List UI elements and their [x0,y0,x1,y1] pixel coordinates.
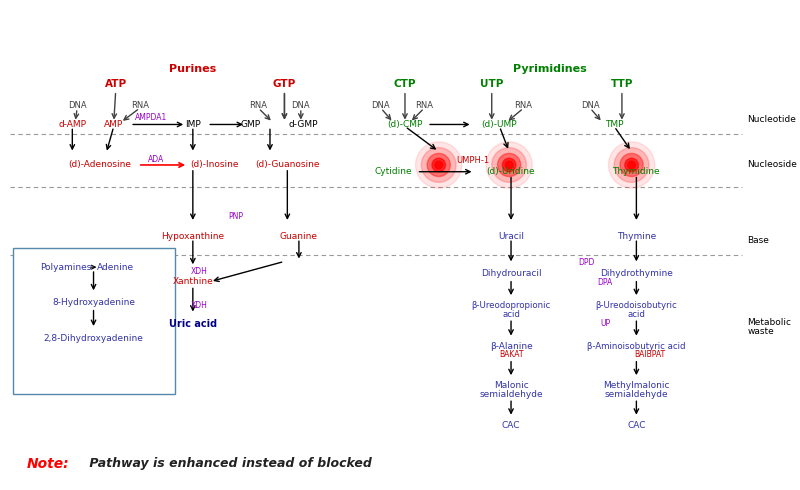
Text: BAKAT: BAKAT [498,350,523,360]
Circle shape [502,158,516,172]
Text: XDH: XDH [191,301,208,310]
Text: DPA: DPA [597,278,612,287]
Text: Guanine: Guanine [280,232,318,241]
Text: CTP: CTP [394,79,416,89]
Circle shape [415,142,462,188]
Text: DNA: DNA [291,100,310,110]
Circle shape [427,153,450,176]
Text: (d)-CMP: (d)-CMP [387,120,422,129]
Text: (d)-Guanosine: (d)-Guanosine [255,160,319,170]
Circle shape [432,158,446,172]
Text: GMP: GMP [241,120,261,129]
Text: (d)-Adenosine: (d)-Adenosine [68,160,131,170]
Text: RNA: RNA [415,100,434,110]
Text: DNA: DNA [68,100,86,110]
Text: Pathway is enhanced instead of blocked: Pathway is enhanced instead of blocked [85,457,372,470]
Text: CAC: CAC [627,421,646,430]
Text: β-Ureodopropionic: β-Ureodopropionic [471,301,550,310]
Text: DPD: DPD [578,258,594,267]
Text: Base: Base [747,236,769,245]
Text: d-GMP: d-GMP [288,120,318,129]
Text: β-Ureodoisobutyric: β-Ureodoisobutyric [595,301,678,310]
Text: Polyamines: Polyamines [41,263,92,271]
Text: Nucleoside: Nucleoside [747,160,797,170]
Text: Xanthine: Xanthine [173,277,214,286]
Text: acid: acid [627,310,646,319]
Text: β-Aminoisobutyric acid: β-Aminoisobutyric acid [587,342,686,351]
Text: Adenine: Adenine [97,263,134,271]
Circle shape [435,161,442,169]
Text: Purines: Purines [170,64,217,74]
Text: Hypoxanthine: Hypoxanthine [162,232,225,241]
Text: Dihydrothymine: Dihydrothymine [600,270,673,278]
Circle shape [628,161,635,169]
Text: Metabolic: Metabolic [747,318,791,327]
Circle shape [498,153,521,176]
Text: acid: acid [502,310,520,319]
Text: Thymidine: Thymidine [613,167,660,176]
Text: Cytidine: Cytidine [374,167,412,176]
Text: DNA: DNA [581,100,599,110]
Circle shape [422,147,456,182]
FancyBboxPatch shape [14,248,174,394]
Circle shape [620,153,643,176]
Text: Malonic: Malonic [494,381,529,390]
Text: 2,8-Dihydroxyadenine: 2,8-Dihydroxyadenine [43,334,143,343]
Text: CAC: CAC [502,421,520,430]
Text: Dihydrouracil: Dihydrouracil [481,270,542,278]
Text: Uric acid: Uric acid [169,319,217,329]
Text: IMP: IMP [185,120,201,129]
Text: (d)-Uridine: (d)-Uridine [486,167,535,176]
Text: UTP: UTP [480,79,503,89]
Text: (d)-UMP: (d)-UMP [482,120,518,129]
Circle shape [492,147,526,182]
Text: waste: waste [747,327,774,336]
Text: XDH: XDH [191,268,208,276]
Text: 8-Hydroxyadenine: 8-Hydroxyadenine [52,298,135,307]
Text: UP: UP [601,318,610,328]
Text: Pyrimidines: Pyrimidines [513,64,586,74]
Circle shape [614,147,649,182]
Text: Uracil: Uracil [498,232,524,241]
Text: RNA: RNA [250,100,267,110]
Circle shape [486,142,532,188]
Text: TTP: TTP [610,79,633,89]
Text: RNA: RNA [131,100,149,110]
Text: RNA: RNA [514,100,533,110]
Text: PNP: PNP [229,212,244,220]
Circle shape [506,161,513,169]
Text: GTP: GTP [273,79,296,89]
Text: BAIBPAT: BAIBPAT [634,350,666,360]
Text: ADA: ADA [148,155,164,164]
Text: TMP: TMP [605,120,623,129]
Text: Nucleotide: Nucleotide [747,115,796,124]
Text: semialdehyde: semialdehyde [605,390,668,399]
Text: Note:: Note: [27,457,70,471]
Text: d-AMP: d-AMP [58,120,86,129]
Text: AMP: AMP [104,120,123,129]
Text: UMPH-1: UMPH-1 [456,156,489,165]
Text: Thymine: Thymine [617,232,656,241]
Text: DNA: DNA [371,100,390,110]
Text: β-Alanine: β-Alanine [490,342,533,351]
Text: Methylmalonic: Methylmalonic [603,381,670,390]
Text: AMPDA1: AMPDA1 [135,113,167,122]
Text: ATP: ATP [105,79,126,89]
Circle shape [609,142,654,188]
Text: semialdehyde: semialdehyde [479,390,543,399]
Text: (d)-Inosine: (d)-Inosine [190,160,238,170]
Circle shape [625,158,638,172]
